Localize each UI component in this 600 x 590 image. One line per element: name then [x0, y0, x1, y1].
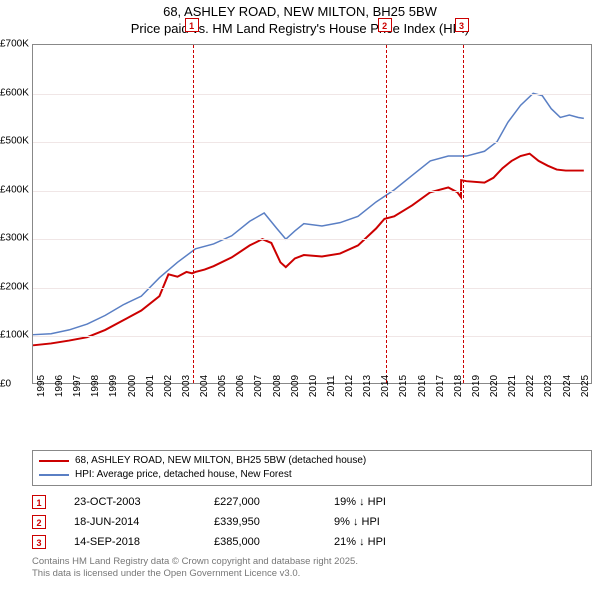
legend-item-price-paid: 68, ASHLEY ROAD, NEW MILTON, BH25 5BW (d… [39, 454, 585, 468]
x-tick-label: 2012 [344, 375, 355, 397]
transaction-marker: 1 [32, 495, 46, 509]
transaction-price: £227,000 [214, 496, 334, 508]
x-tick-label: 2025 [580, 375, 591, 397]
gridline [33, 336, 591, 337]
x-tick-label: 2009 [290, 375, 301, 397]
x-tick-label: 2016 [417, 375, 428, 397]
legend-swatch-blue [39, 474, 69, 476]
title-address: 68, ASHLEY ROAD, NEW MILTON, BH25 5BW [0, 4, 600, 21]
x-tick-label: 2023 [543, 375, 554, 397]
y-tick-label: £200K [0, 281, 32, 292]
transaction-marker: 2 [32, 515, 46, 529]
line-svg [33, 45, 591, 383]
x-tick-label: 2024 [562, 375, 573, 397]
gridline [33, 142, 591, 143]
y-tick-label: £600K [0, 87, 32, 98]
transaction-price: £339,950 [214, 516, 334, 528]
event-marker-badge: 3 [455, 18, 469, 32]
legend-label: HPI: Average price, detached house, New … [75, 468, 292, 482]
transaction-delta: 21% ↓ HPI [334, 536, 454, 548]
gridline [33, 94, 591, 95]
event-marker-line [463, 45, 464, 383]
x-tick-label: 2017 [435, 375, 446, 397]
x-tick-label: 2014 [380, 375, 391, 397]
y-tick-label: £0 [0, 379, 32, 390]
legend-swatch-red [39, 460, 69, 462]
x-tick-label: 2019 [471, 375, 482, 397]
series-price_paid [33, 154, 584, 346]
gridline [33, 191, 591, 192]
x-tick-label: 2004 [199, 375, 210, 397]
x-tick-label: 2015 [398, 375, 409, 397]
title-subtitle: Price paid vs. HM Land Registry's House … [0, 21, 600, 38]
transaction-date: 14-SEP-2018 [74, 536, 214, 548]
chart-area: £0£100K£200K£300K£400K£500K£600K£700K 19… [0, 44, 600, 414]
x-tick-label: 2021 [507, 375, 518, 397]
legend: 68, ASHLEY ROAD, NEW MILTON, BH25 5BW (d… [32, 450, 592, 486]
footer-attribution: Contains HM Land Registry data © Crown c… [32, 556, 592, 580]
x-tick-label: 2003 [181, 375, 192, 397]
y-tick-label: £100K [0, 330, 32, 341]
transaction-delta: 19% ↓ HPI [334, 496, 454, 508]
transaction-row: 2 18-JUN-2014£339,9509% ↓ HPI [32, 512, 592, 532]
gridline [33, 239, 591, 240]
series-hpi [33, 93, 584, 334]
event-marker-line [193, 45, 194, 383]
x-tick-label: 1995 [36, 375, 47, 397]
x-tick-label: 1996 [54, 375, 65, 397]
x-tick-label: 2006 [235, 375, 246, 397]
x-tick-label: 2005 [217, 375, 228, 397]
legend-label: 68, ASHLEY ROAD, NEW MILTON, BH25 5BW (d… [75, 454, 366, 468]
plot-region [32, 44, 592, 384]
event-marker-badge: 1 [185, 18, 199, 32]
x-tick-label: 2010 [308, 375, 319, 397]
x-tick-label: 2011 [326, 375, 337, 397]
y-tick-label: £500K [0, 136, 32, 147]
chart-container: 68, ASHLEY ROAD, NEW MILTON, BH25 5BW Pr… [0, 0, 600, 590]
x-tick-label: 2000 [127, 375, 138, 397]
x-axis: 1995199619971998199920002001200220032004… [32, 384, 592, 414]
footer-line2: This data is licensed under the Open Gov… [32, 568, 592, 580]
x-tick-label: 2002 [163, 375, 174, 397]
x-tick-label: 2022 [525, 375, 536, 397]
y-tick-label: £400K [0, 184, 32, 195]
x-tick-label: 2013 [362, 375, 373, 397]
transaction-price: £385,000 [214, 536, 334, 548]
y-tick-label: £300K [0, 233, 32, 244]
x-tick-label: 2007 [253, 375, 264, 397]
x-tick-label: 2008 [272, 375, 283, 397]
title-block: 68, ASHLEY ROAD, NEW MILTON, BH25 5BW Pr… [0, 0, 600, 38]
event-marker-line [386, 45, 387, 383]
transaction-marker: 3 [32, 535, 46, 549]
x-tick-label: 1999 [108, 375, 119, 397]
transaction-row: 3 14-SEP-2018£385,00021% ↓ HPI [32, 532, 592, 552]
transaction-delta: 9% ↓ HPI [334, 516, 454, 528]
transaction-row: 1 23-OCT-2003£227,00019% ↓ HPI [32, 492, 592, 512]
x-tick-label: 1998 [90, 375, 101, 397]
x-tick-label: 2020 [489, 375, 500, 397]
footer-line1: Contains HM Land Registry data © Crown c… [32, 556, 592, 568]
gridline [33, 288, 591, 289]
x-tick-label: 2018 [453, 375, 464, 397]
y-tick-label: £700K [0, 39, 32, 50]
transaction-date: 18-JUN-2014 [74, 516, 214, 528]
x-tick-label: 1997 [72, 375, 83, 397]
x-tick-label: 2001 [145, 375, 156, 397]
transaction-table: 1 23-OCT-2003£227,00019% ↓ HPI 2 18-JUN-201… [32, 492, 592, 552]
legend-item-hpi: HPI: Average price, detached house, New … [39, 468, 585, 482]
event-marker-badge: 2 [378, 18, 392, 32]
transaction-date: 23-OCT-2003 [74, 496, 214, 508]
